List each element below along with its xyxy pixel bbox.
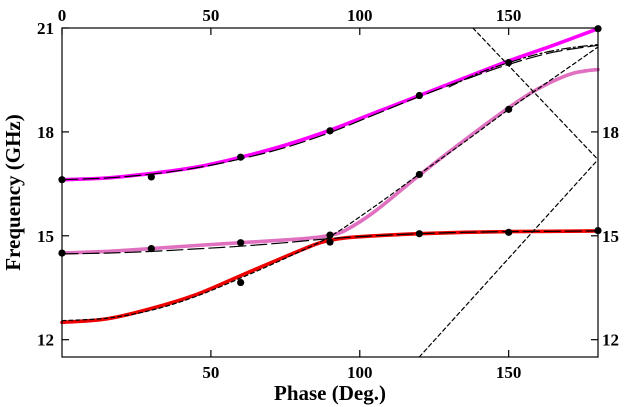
curves-layer xyxy=(60,26,600,358)
x-tick-label-top: 150 xyxy=(496,6,522,25)
data-point xyxy=(505,105,513,113)
data-point xyxy=(505,228,513,236)
x-axis-label: Phase (Deg.) xyxy=(274,381,386,405)
y-tick-label-right: 12 xyxy=(602,331,619,350)
x-tick-label-top: 50 xyxy=(202,6,219,25)
series-line-8 xyxy=(418,159,599,358)
markers-layer xyxy=(58,25,602,287)
y-tick-label-left: 18 xyxy=(37,123,54,142)
data-point xyxy=(147,245,155,253)
data-point xyxy=(237,278,245,287)
data-point xyxy=(326,127,334,135)
data-point xyxy=(147,173,155,181)
series-line-1 xyxy=(60,67,600,255)
series-line-3 xyxy=(61,44,599,181)
x-tick-label-bottom: 100 xyxy=(347,363,373,382)
y-axis-label: Frequency (GHz) xyxy=(1,114,25,271)
y-tick-label-right: 15 xyxy=(602,227,619,246)
data-point xyxy=(237,153,245,161)
plot-frame xyxy=(61,27,599,358)
data-point xyxy=(415,230,423,238)
y-tick-label-right: 18 xyxy=(602,123,619,142)
y-tick-label-left: 21 xyxy=(37,19,54,38)
x-tick-label-bottom: 50 xyxy=(202,363,219,382)
series-line-6 xyxy=(61,46,599,322)
data-point xyxy=(326,231,334,239)
data-point xyxy=(505,59,513,67)
series-line-7 xyxy=(472,27,599,161)
ticks-layer: 50 100 150 0 50 100 150 12 15 18 21 12 15 18 xyxy=(37,6,619,382)
series-line-5 xyxy=(448,44,599,88)
x-tick-label-bottom: 150 xyxy=(496,363,522,382)
data-point xyxy=(415,91,423,100)
data-point xyxy=(326,238,334,246)
x-tick-label-top: 100 xyxy=(347,6,373,25)
y-tick-label-left: 12 xyxy=(37,331,54,350)
data-point xyxy=(237,239,245,247)
x-tick-label-top: 0 xyxy=(58,6,67,25)
series-line-0 xyxy=(60,26,600,182)
y-tick-label-left: 15 xyxy=(37,227,54,246)
data-point xyxy=(415,170,423,179)
